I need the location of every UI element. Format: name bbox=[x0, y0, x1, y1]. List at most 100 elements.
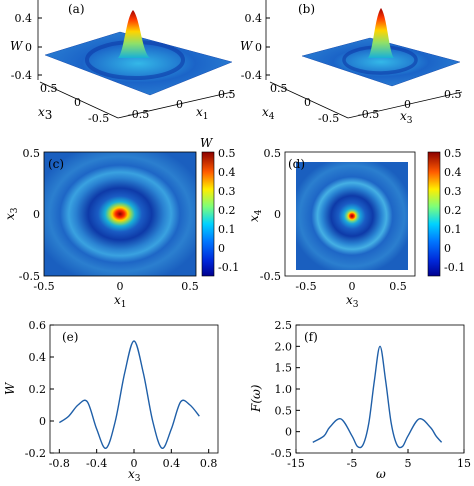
panel-c-cbar-tick-0: 0.5 bbox=[218, 147, 236, 160]
panel-b-surface-plane bbox=[301, 37, 461, 87]
e-xtick-label: 0 bbox=[131, 457, 138, 470]
panel-a-peak bbox=[118, 10, 150, 58]
panel-b-ztick-1: 0 bbox=[255, 41, 262, 54]
f-ytick-label: 1.0 bbox=[275, 383, 293, 396]
panel-f-tag: (f) bbox=[304, 330, 318, 344]
panel-f-line-chart: (f) F(ω) ω -15 -5 5 15 2.5 2.0 1.5 1.0 0.5 0 -0.5 bbox=[249, 319, 471, 481]
f-ytick-label: -0.5 bbox=[271, 447, 292, 460]
panel-c-cbar-tick-1: 0.4 bbox=[218, 166, 236, 179]
panel-d-xtick-1: 0 bbox=[349, 280, 356, 293]
panel-e-line-chart: (e) W x3 -0.8 -0.4 0 0.4 0.8 0.6 0.4 0.2 0 -0.2 bbox=[3, 319, 219, 484]
panel-a-surface-plane bbox=[44, 31, 233, 96]
panel-c-heatmap: (c) 0.5 0 -0.5 -0.5 0 0.5 x1 x3 W 0.5 0.… bbox=[3, 136, 239, 310]
e-ytick-label: 0.4 bbox=[29, 351, 47, 364]
panel-e-tag: (e) bbox=[62, 330, 78, 344]
e-xtick-label: -0.4 bbox=[86, 457, 107, 470]
panel-d-cbar-tick-2: 0.3 bbox=[444, 185, 462, 198]
panel-c-colorbar bbox=[201, 151, 215, 277]
panel-e-ticks: -0.8 -0.4 0 0.4 0.8 0.6 0.4 0.2 0 -0.2 bbox=[25, 319, 218, 470]
panel-d-cbar-tick-6: -0.1 bbox=[444, 261, 465, 274]
panel-c-ytick-0: 0.5 bbox=[23, 147, 41, 160]
panel-c-cbar-tick-4: 0.1 bbox=[218, 223, 236, 236]
panel-a-ztick-0: 0.4 bbox=[15, 12, 33, 25]
panel-f-ylabel: F(ω) bbox=[249, 384, 263, 413]
panel-b-peak bbox=[368, 8, 394, 58]
panel-c-xtick-0: -0.5 bbox=[33, 280, 54, 293]
panel-d-xtick-2: 0.5 bbox=[389, 280, 407, 293]
panel-b-xtickA-1: 0 bbox=[304, 96, 311, 109]
panel-a-ztick-2: -0.4 bbox=[11, 69, 32, 82]
panel-c-ylabel: x3 bbox=[3, 207, 20, 220]
f-xtick-label: 5 bbox=[405, 457, 412, 470]
panel-a-xtickA-2: -0.5 bbox=[88, 112, 109, 125]
panel-c-ytick-1: 0 bbox=[33, 208, 40, 221]
panel-b-xlabel-2: x3 bbox=[400, 109, 413, 126]
panel-c-colorbar-label: W bbox=[200, 136, 214, 150]
panel-a-surface: 0.4 0 -0.4 W (a) 0.5 0 -0.5 -0.5 0 0.5 x… bbox=[10, 0, 236, 125]
panel-b-surface: 0.4 0 -0.4 W (b) 0.5 0 -0.5 -0.5 0 0.5 x… bbox=[240, 0, 463, 126]
panel-c-cbar-tick-2: 0.3 bbox=[218, 185, 236, 198]
e-ytick-label: 0 bbox=[39, 415, 46, 428]
panel-d-xlabel: x3 bbox=[346, 293, 359, 310]
panel-d-ytick-0: 0.5 bbox=[264, 147, 282, 160]
panel-a-zlabel: W bbox=[10, 39, 24, 53]
panel-a-xtickB-2: 0.5 bbox=[218, 88, 236, 101]
panel-e-ylabel: W bbox=[3, 381, 17, 395]
panel-a-xtickA-0: 0.5 bbox=[40, 82, 58, 95]
panel-a-xtickB-1: 0 bbox=[176, 98, 183, 111]
panel-c-cbar-tick-3: 0.2 bbox=[218, 204, 236, 217]
panel-e-xlabel: x3 bbox=[128, 467, 141, 484]
panel-c-cbar-tick-6: -0.1 bbox=[218, 261, 239, 274]
e-ytick-label: 0.6 bbox=[29, 319, 47, 332]
panel-c-xtick-1: 0 bbox=[117, 280, 124, 293]
panel-b-xlabel-1: x4 bbox=[262, 105, 275, 122]
panel-c-ytick-2: -0.5 bbox=[19, 270, 40, 283]
panel-c-xtick-2: 0.5 bbox=[181, 280, 199, 293]
panel-c-heat-area bbox=[44, 152, 196, 276]
panel-e-series-line bbox=[58, 340, 200, 449]
panel-a-xtickB-0: -0.5 bbox=[128, 108, 149, 121]
panel-f-series-line bbox=[312, 345, 443, 449]
f-ytick-label: 2.5 bbox=[275, 319, 293, 332]
panel-d-cbar-tick-5: 0 bbox=[444, 242, 451, 255]
panel-b-tag: (b) bbox=[298, 2, 315, 16]
f-ytick-label: 0.5 bbox=[275, 404, 293, 417]
panel-b-ztick-0: 0.4 bbox=[245, 12, 263, 25]
panel-a-ztick-1: 0 bbox=[25, 41, 32, 54]
e-xtick-label: 0.4 bbox=[163, 457, 181, 470]
panel-d-cbar-tick-3: 0.2 bbox=[444, 204, 462, 217]
panel-b-xtickA-2: -0.5 bbox=[318, 112, 339, 125]
panel-d-cbar-tick-4: 0.1 bbox=[444, 223, 462, 236]
panel-d-heatmap: (d) 0.5 0 -0.5 -0.5 0 0.5 x3 x4 0.5 0.4 … bbox=[247, 147, 465, 310]
f-ytick-label: 0 bbox=[285, 426, 292, 439]
panel-b-xtickB-2: 0.5 bbox=[444, 88, 462, 101]
e-ytick-label: -0.2 bbox=[25, 447, 46, 460]
panel-f-xlabel: ω bbox=[376, 467, 386, 481]
panel-d-tag: (d) bbox=[288, 157, 305, 171]
panel-a-xtickA-1: 0 bbox=[74, 96, 81, 109]
panel-a-tag: (a) bbox=[68, 2, 85, 16]
panel-b-xtickA-0: 0.5 bbox=[270, 82, 288, 95]
panel-d-heat-area bbox=[296, 162, 408, 270]
e-ytick-label: 0.2 bbox=[29, 383, 47, 396]
panel-d-ytick-2: -0.5 bbox=[260, 270, 281, 283]
e-xtick-label: -0.8 bbox=[49, 457, 70, 470]
panel-d-xtick-0: -0.5 bbox=[295, 280, 316, 293]
panel-a-xlabel-2: x1 bbox=[196, 105, 209, 122]
panel-d-colorbar bbox=[427, 151, 441, 277]
panel-d-ytick-1: 0 bbox=[274, 208, 281, 221]
panel-a-xlabel-1: x3 bbox=[38, 105, 52, 122]
panel-c-xlabel: x1 bbox=[114, 293, 127, 310]
e-xtick-label: 0.8 bbox=[200, 457, 218, 470]
panel-b-xtickB-1: 0 bbox=[404, 98, 411, 111]
panel-d-ylabel: x4 bbox=[247, 209, 264, 222]
f-xtick-label: -15 bbox=[287, 457, 305, 470]
f-ytick-label: 1.5 bbox=[275, 362, 293, 375]
f-xtick-label: 15 bbox=[457, 457, 471, 470]
panel-b-xtickB-0: -0.5 bbox=[358, 108, 379, 121]
f-xtick-label: -5 bbox=[347, 457, 358, 470]
panel-d-cbar-tick-0: 0.5 bbox=[444, 147, 462, 160]
panel-f-ticks: -15 -5 5 15 2.5 2.0 1.5 1.0 0.5 0 -0.5 bbox=[271, 319, 471, 470]
panel-c-cbar-tick-5: 0 bbox=[218, 242, 225, 255]
